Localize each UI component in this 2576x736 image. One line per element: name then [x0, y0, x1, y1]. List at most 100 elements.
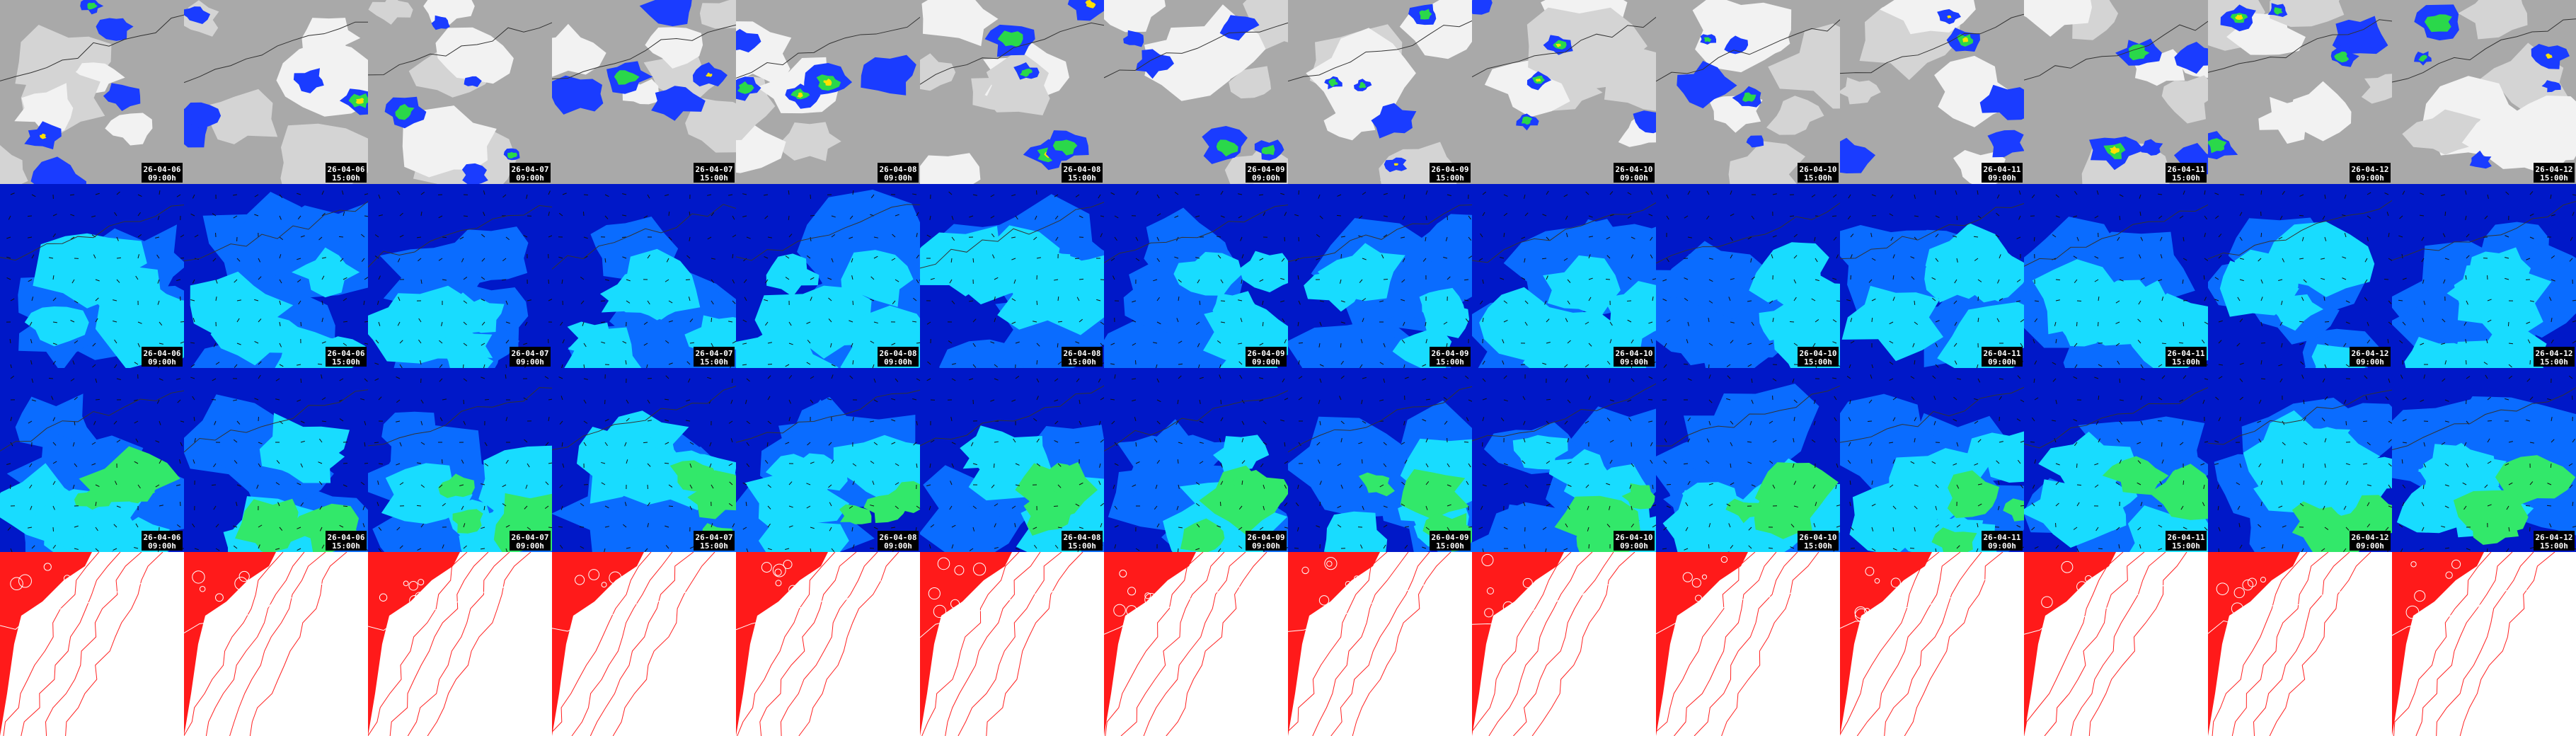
time-label: 09:00h — [1620, 541, 1648, 551]
coastline — [0, 205, 184, 261]
field-level — [736, 323, 839, 368]
wind-arrow — [746, 420, 750, 425]
wind-arrow — [1220, 417, 1224, 422]
wind-arrow — [950, 481, 953, 485]
wind-arrow — [1687, 417, 1691, 422]
wind-arrow — [2016, 418, 2021, 422]
wind-arrow — [1297, 484, 1299, 489]
wind-arrow — [892, 234, 896, 238]
wind-arrow — [2140, 364, 2144, 368]
wind-arrow — [1834, 396, 1837, 401]
wind-arrow — [1402, 258, 1405, 263]
wind-arrow — [254, 194, 259, 197]
wind-arrow — [1846, 299, 1851, 301]
wind-arrow — [1869, 442, 1873, 447]
wind-arrow — [1730, 278, 1735, 280]
coast-contours — [2208, 552, 2300, 736]
wind-arrow — [2299, 343, 2304, 345]
wind-arrow — [1178, 296, 1180, 301]
wind-arrow — [1889, 321, 1894, 325]
wind-arrow — [1401, 442, 1405, 445]
field-level — [122, 471, 184, 532]
coastline — [0, 390, 184, 452]
field-level — [567, 321, 623, 357]
date-label: 26-04-08 — [880, 165, 917, 174]
wind-arrow — [233, 439, 238, 443]
wind-arrow — [1482, 463, 1487, 466]
wind-arrow — [378, 548, 382, 552]
rain-area — [1219, 15, 1260, 41]
wind-arrow — [1546, 318, 1550, 323]
wind-arrow — [2401, 253, 2403, 259]
wind-arrow — [1849, 480, 1851, 485]
wind-arrow — [374, 255, 379, 259]
map-tile — [368, 552, 552, 736]
time-label-box — [1430, 347, 1471, 367]
wind-arrow — [767, 548, 772, 551]
wind-arrow — [810, 461, 815, 464]
wind-arrow — [1468, 399, 1472, 402]
wind-arrow — [114, 364, 117, 368]
field-level — [1412, 214, 1472, 265]
wind-arrow — [31, 399, 36, 402]
time-label-box — [142, 163, 183, 183]
contour-line — [759, 552, 857, 736]
wind-arrow — [1976, 364, 1979, 368]
date-label: 26-04-12 — [2536, 165, 2573, 174]
time-label: 09:00h — [1988, 357, 2016, 367]
wind-arrow — [95, 378, 98, 383]
wind-arrow — [2118, 544, 2120, 549]
wind-arrow — [137, 321, 142, 324]
wind-arrow — [481, 234, 485, 238]
wind-arrow — [1812, 484, 1816, 489]
wind-arrow — [159, 378, 163, 381]
wind-arrow — [113, 299, 117, 301]
contour-hole — [1522, 577, 1533, 588]
wind-arrow — [461, 505, 464, 510]
field-level — [997, 249, 1104, 335]
wind-arrow — [2183, 480, 2185, 485]
wind-arrow — [647, 420, 652, 422]
time-label-box — [1062, 531, 1103, 551]
wind-arrow — [991, 233, 995, 238]
wind-arrow — [420, 191, 425, 195]
wind-arrow — [321, 544, 325, 549]
time-label: 09:00h — [148, 357, 176, 367]
wind-arrow — [10, 417, 12, 422]
coast-contours — [1840, 552, 1932, 736]
wind-arrow — [28, 279, 33, 282]
contour-hole — [1863, 608, 1870, 614]
wind-arrow — [870, 299, 875, 301]
wind-arrow — [1935, 234, 1939, 238]
wind-arrow — [2161, 297, 2164, 301]
time-label: 15:00h — [1068, 541, 1096, 551]
wind-arrow — [746, 442, 749, 447]
cloud — [2461, 108, 2566, 177]
wind-arrow — [1340, 300, 1345, 303]
wind-arrow — [2140, 396, 2143, 401]
rain-peak — [1393, 163, 1398, 166]
wind-arrow — [2217, 484, 2219, 489]
wind-arrow — [2505, 277, 2509, 280]
wind-arrow — [1482, 378, 1486, 382]
wind-arrow — [2551, 255, 2555, 259]
wind-arrow — [1708, 374, 1711, 379]
wind-arrow — [601, 461, 606, 464]
wind-arrow — [2278, 364, 2283, 367]
wind-arrow — [2034, 397, 2039, 401]
wind-arrow — [560, 544, 563, 549]
contour-hole — [408, 581, 418, 591]
wind-arrow — [990, 194, 995, 197]
wind-arrow — [2466, 234, 2470, 238]
field-level — [1543, 255, 1621, 318]
wind-arrow — [2345, 321, 2350, 324]
wind-arrow — [728, 463, 733, 466]
wind-arrow — [604, 548, 606, 552]
wind-arrow — [2444, 463, 2449, 466]
wind-arrow — [2214, 192, 2219, 195]
cloud — [2458, 0, 2528, 40]
wind-arrow — [1319, 420, 1321, 425]
wind-arrow — [2204, 527, 2208, 531]
